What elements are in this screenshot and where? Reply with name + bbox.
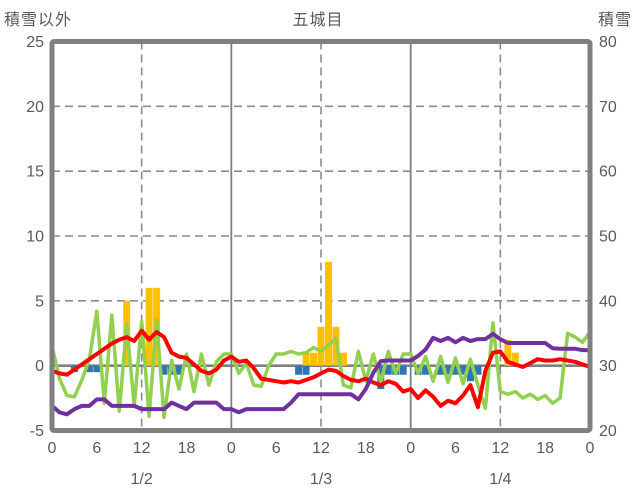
chart-title: 五城目	[292, 12, 344, 29]
precip-bar	[310, 352, 318, 366]
precip-bar	[339, 352, 347, 366]
right-tick-label: 50	[599, 229, 617, 246]
x-tick-label: 12	[491, 440, 509, 457]
left-axis-title: 積雪以外	[4, 12, 73, 29]
blue-bar	[175, 365, 183, 375]
right-tick-label: 80	[599, 34, 617, 51]
purple-snow-depth-line	[50, 331, 592, 417]
green-line	[50, 309, 592, 420]
precip-bar	[302, 352, 310, 366]
precip-bar	[317, 326, 325, 366]
right-axis-title: 積雪	[597, 12, 632, 29]
x-tick-label: 0	[48, 440, 57, 457]
x-tick-label: 6	[272, 440, 281, 457]
right-tick-label: 60	[599, 164, 617, 181]
red-temperature-line	[50, 328, 592, 410]
x-tick-label: 18	[178, 440, 196, 457]
blue-bar	[93, 365, 101, 373]
blue-bar	[384, 365, 392, 375]
blue-bar	[160, 365, 168, 375]
right-tick-label: 40	[599, 293, 617, 310]
day-label: 1/3	[310, 471, 332, 488]
day-label: 1/4	[489, 471, 511, 488]
plot-border	[49, 39, 593, 433]
blue-bar	[452, 365, 459, 375]
x-tick-label: 0	[227, 440, 236, 457]
left-tick-label: 10	[26, 229, 44, 246]
x-tick-label: 18	[357, 440, 375, 457]
blue-bar	[302, 365, 310, 375]
blue-bar	[85, 365, 93, 373]
x-tick-label: 6	[92, 440, 101, 457]
day-label: 1/2	[131, 471, 153, 488]
precip-bar	[504, 339, 512, 366]
blue-bar	[295, 365, 303, 375]
blue-bar	[466, 365, 474, 382]
right-tick-label: 30	[599, 358, 617, 375]
right-tick-label: 20	[599, 423, 617, 440]
left-tick-label: 0	[35, 358, 44, 375]
blue-bar	[437, 365, 445, 375]
x-tick-label: 12	[133, 440, 151, 457]
blue-bar	[459, 365, 467, 375]
blue-bar	[444, 365, 452, 375]
left-tick-label: 25	[26, 34, 44, 51]
left-tick-label: 5	[35, 293, 44, 310]
x-tick-label: 0	[406, 440, 415, 457]
x-tick-label: 12	[312, 440, 330, 457]
right-tick-label: 70	[599, 99, 617, 116]
precip-bar	[145, 287, 153, 366]
left-tick-label: 20	[26, 99, 44, 116]
x-tick-label: 0	[586, 440, 595, 457]
left-tick-label: -5	[30, 423, 44, 440]
x-tick-label: 6	[451, 440, 460, 457]
precip-bar	[511, 352, 519, 366]
blue-bar	[399, 365, 407, 375]
precip-bar	[324, 261, 332, 366]
blue-bar	[422, 365, 430, 375]
x-tick-label: 18	[536, 440, 554, 457]
blue-bar	[474, 365, 482, 375]
left-tick-label: 15	[26, 164, 44, 181]
